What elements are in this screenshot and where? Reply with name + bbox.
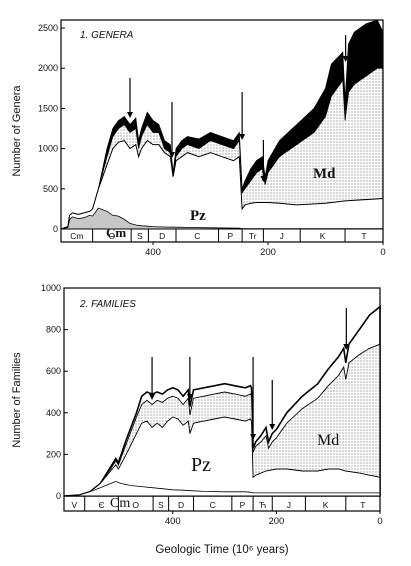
y-tick-label: 1500 [38,103,58,113]
genera-panel-title: 1. GENERA [80,30,134,41]
period-label: K [320,231,326,241]
period-label: Є [99,500,105,510]
period-label: J [280,231,284,241]
genera-y-ticks: 0 500 1000 1500 2000 2500 [38,23,65,234]
families-md-label: Md [317,432,339,449]
genera-extinction-arrows [127,35,349,182]
period-label: D [159,231,165,241]
y-tick-label: 2500 [38,23,58,33]
genera-x-ticks: 400 200 0 [145,242,386,258]
families-area-layers [63,305,381,497]
x-tick-label: 400 [165,516,181,527]
y-tick-label: 600 [46,366,61,376]
genera-md-label: Md [313,166,336,182]
y-tick-label: 500 [43,184,58,194]
families-panel: 2. FAMILIES Number of Families 0 200 400 60… [11,283,383,556]
period-label: O [132,500,139,510]
genera-cm-label: Cm [106,225,126,240]
y-tick-label: 1000 [41,283,61,293]
period-label: D [178,500,184,510]
genera-panel: 1. GENERA Number of Genera 0 500 1000 1500 2… [11,19,386,258]
families-cm-label: Cm [110,496,130,511]
period-label: T [360,500,365,510]
series-area-pz [63,416,381,497]
extinction-arrowhead [269,424,276,430]
period-label: Ћ [259,500,266,510]
y-tick-label: 800 [46,325,61,335]
genera-y-axis-label: Number of Genera [11,85,23,177]
x-tick-label: 0 [380,247,385,258]
extinction-arrowhead [260,176,267,182]
period-label: S [158,500,164,510]
families-y-axis-label: Number of Families [11,352,23,448]
extinction-arrowhead [343,344,350,350]
genera-plot-frame [60,19,384,243]
families-x-axis-label: Geologic Time (10⁶ years) [155,544,288,556]
y-tick-label: 0 [56,491,61,501]
extinction-arrowhead [250,434,257,440]
y-tick-label: 1000 [38,144,58,154]
y-tick-label: 0 [53,224,58,234]
period-label: S [137,231,143,241]
y-tick-label: 400 [46,408,61,418]
period-label: P [228,231,234,241]
x-tick-label: 200 [268,516,284,527]
x-tick-label: 0 [377,516,382,527]
extinction-arrowhead [239,134,246,140]
genera-period-bar: Cm O S D C P Tr J K T [61,228,383,242]
extinction-arrowhead [168,152,175,158]
period-label: O [109,231,116,241]
extinction-arrowhead [127,112,133,118]
series-area-cm [63,480,381,497]
families-plot-frame [63,287,381,512]
families-panel-title: 2. FAMILIES [79,299,136,310]
period-label: T [361,231,366,241]
period-label: P [240,500,246,510]
extinction-arrowhead [186,394,193,400]
period-label: J [287,500,291,510]
x-tick-label: 400 [145,247,161,258]
period-label: Tr [249,231,257,241]
extinction-arrowhead [149,394,156,400]
genera-area-layers [60,19,384,230]
families-pz-label: Pz [191,454,211,476]
families-extinction-arrows [149,308,350,440]
families-x-ticks: 400 200 0 [165,511,383,527]
y-tick-label: 200 [46,449,61,459]
period-label: K [323,500,329,510]
genera-pz-label: Pz [190,208,206,224]
period-label: V [72,500,78,510]
y-tick-label: 2000 [38,63,58,73]
period-label: Cm [70,231,83,241]
extinction-arrowhead [342,56,349,62]
period-label: C [194,231,200,241]
period-label: C [210,500,216,510]
x-tick-label: 200 [260,247,276,258]
series-area-pz [60,139,384,230]
